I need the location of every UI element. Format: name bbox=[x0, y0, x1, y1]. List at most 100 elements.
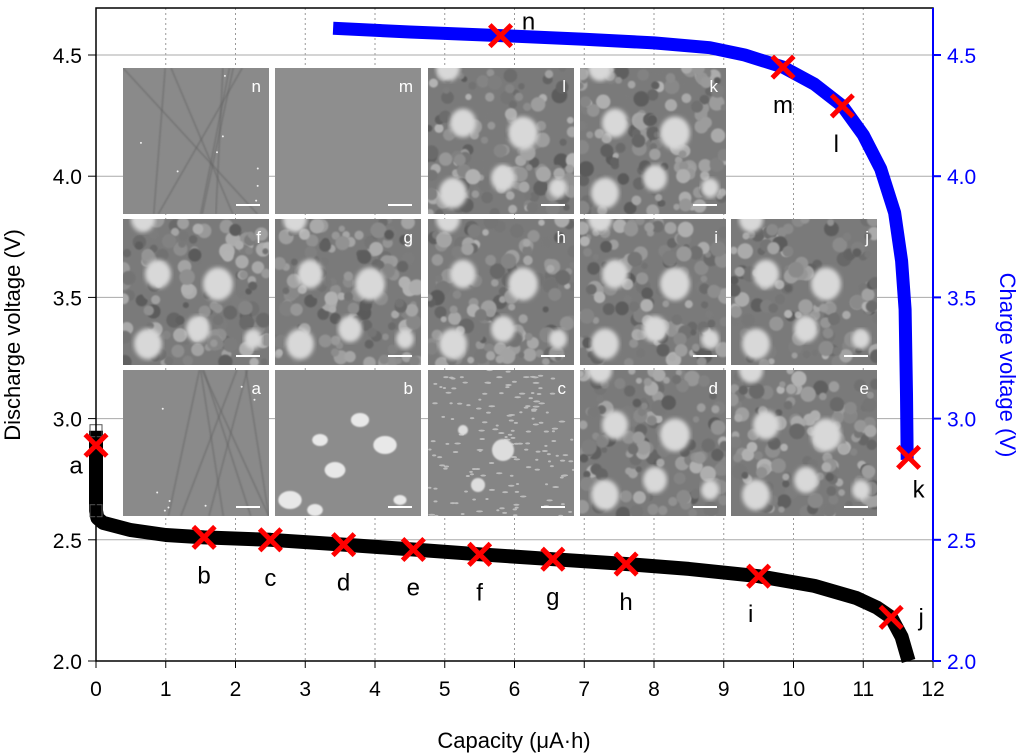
grain bbox=[533, 180, 549, 196]
particle bbox=[543, 430, 549, 433]
grain bbox=[780, 443, 788, 452]
grain bbox=[731, 275, 739, 285]
grain bbox=[491, 279, 499, 287]
speck bbox=[161, 407, 164, 410]
grain bbox=[800, 219, 810, 224]
texture bbox=[580, 68, 726, 214]
grain bbox=[428, 169, 438, 181]
grain bbox=[486, 308, 496, 318]
grain bbox=[709, 157, 724, 172]
grain bbox=[461, 242, 474, 256]
particle bbox=[504, 436, 508, 439]
grain bbox=[370, 222, 387, 239]
grain bbox=[601, 446, 608, 453]
marker-d: d bbox=[331, 532, 357, 597]
grain bbox=[711, 448, 724, 462]
grain bbox=[304, 246, 317, 259]
grain bbox=[592, 317, 600, 324]
large-grain bbox=[701, 329, 719, 349]
grain bbox=[448, 311, 462, 325]
grain bbox=[454, 154, 466, 166]
grain bbox=[665, 73, 676, 83]
grain bbox=[635, 219, 645, 226]
grain bbox=[710, 420, 726, 435]
grain bbox=[615, 301, 629, 316]
grain bbox=[864, 424, 877, 438]
grain bbox=[635, 466, 642, 473]
large-grain bbox=[131, 219, 155, 233]
grain bbox=[248, 281, 258, 291]
particle bbox=[531, 417, 535, 420]
grain bbox=[742, 232, 750, 240]
grain bbox=[409, 355, 420, 365]
particle bbox=[533, 400, 541, 403]
particle bbox=[496, 509, 500, 512]
afm-image-d: d bbox=[580, 370, 726, 516]
large-grain bbox=[701, 178, 719, 198]
grain bbox=[828, 494, 839, 505]
grain bbox=[354, 230, 364, 240]
particle bbox=[459, 376, 464, 379]
grain bbox=[192, 223, 204, 235]
grain bbox=[387, 356, 398, 365]
grain bbox=[861, 464, 876, 479]
grain bbox=[696, 356, 707, 365]
particle bbox=[464, 490, 468, 493]
grain bbox=[684, 300, 693, 309]
particle bbox=[437, 456, 443, 459]
grain bbox=[731, 436, 742, 449]
y-axis-right-label: Charge voltage (V) bbox=[995, 273, 1020, 458]
grain bbox=[869, 349, 877, 364]
inset-label: f bbox=[256, 228, 261, 247]
grain bbox=[485, 254, 496, 266]
particle bbox=[558, 420, 566, 423]
particle bbox=[476, 510, 483, 513]
grain bbox=[580, 68, 589, 81]
grain bbox=[825, 472, 834, 482]
grain bbox=[844, 401, 857, 415]
grain bbox=[439, 110, 452, 123]
grain bbox=[141, 248, 155, 262]
particle bbox=[544, 444, 548, 447]
x-tick-label: 5 bbox=[439, 678, 451, 701]
grain bbox=[457, 72, 465, 80]
grain bbox=[239, 315, 255, 331]
grain bbox=[329, 313, 341, 325]
grain bbox=[777, 494, 792, 509]
grain bbox=[824, 221, 839, 237]
grain bbox=[734, 292, 750, 307]
grain bbox=[784, 309, 793, 319]
inset-label: a bbox=[252, 379, 262, 398]
grain bbox=[627, 80, 636, 89]
particle bbox=[525, 466, 532, 469]
grain bbox=[553, 167, 565, 180]
grain bbox=[731, 246, 738, 255]
grain bbox=[431, 329, 443, 341]
particle bbox=[486, 411, 491, 414]
grain bbox=[711, 405, 720, 414]
grain bbox=[146, 322, 154, 330]
grain bbox=[649, 143, 658, 151]
grain bbox=[405, 241, 412, 248]
grain bbox=[828, 312, 841, 326]
grain bbox=[391, 310, 400, 319]
afm-image-a: a bbox=[123, 370, 269, 516]
grain bbox=[767, 437, 781, 450]
grain bbox=[703, 501, 719, 516]
grain bbox=[802, 350, 811, 359]
marker-label: g bbox=[546, 584, 559, 611]
x-tick-label: 4 bbox=[369, 678, 381, 701]
particle bbox=[496, 472, 503, 475]
particle bbox=[466, 404, 471, 407]
grain bbox=[482, 229, 489, 236]
x-mark-icon bbox=[331, 532, 357, 558]
grain bbox=[431, 254, 444, 266]
speck bbox=[255, 199, 258, 202]
particle bbox=[480, 474, 487, 477]
grain bbox=[676, 490, 691, 505]
grain bbox=[173, 328, 188, 343]
large-grain bbox=[439, 328, 467, 360]
marker-f: f bbox=[467, 541, 493, 606]
grain bbox=[778, 506, 785, 513]
large-grain bbox=[742, 328, 770, 360]
